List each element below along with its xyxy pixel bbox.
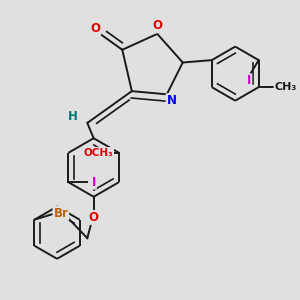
Text: O: O bbox=[152, 20, 162, 32]
Text: O: O bbox=[89, 211, 99, 224]
Text: Br: Br bbox=[53, 207, 68, 220]
Text: H: H bbox=[68, 110, 78, 123]
Text: I: I bbox=[92, 176, 96, 189]
Text: I: I bbox=[247, 74, 251, 87]
Text: N: N bbox=[167, 94, 177, 107]
Text: CH₃: CH₃ bbox=[274, 82, 297, 92]
Text: O: O bbox=[90, 22, 100, 34]
Text: OCH₃: OCH₃ bbox=[83, 148, 113, 158]
